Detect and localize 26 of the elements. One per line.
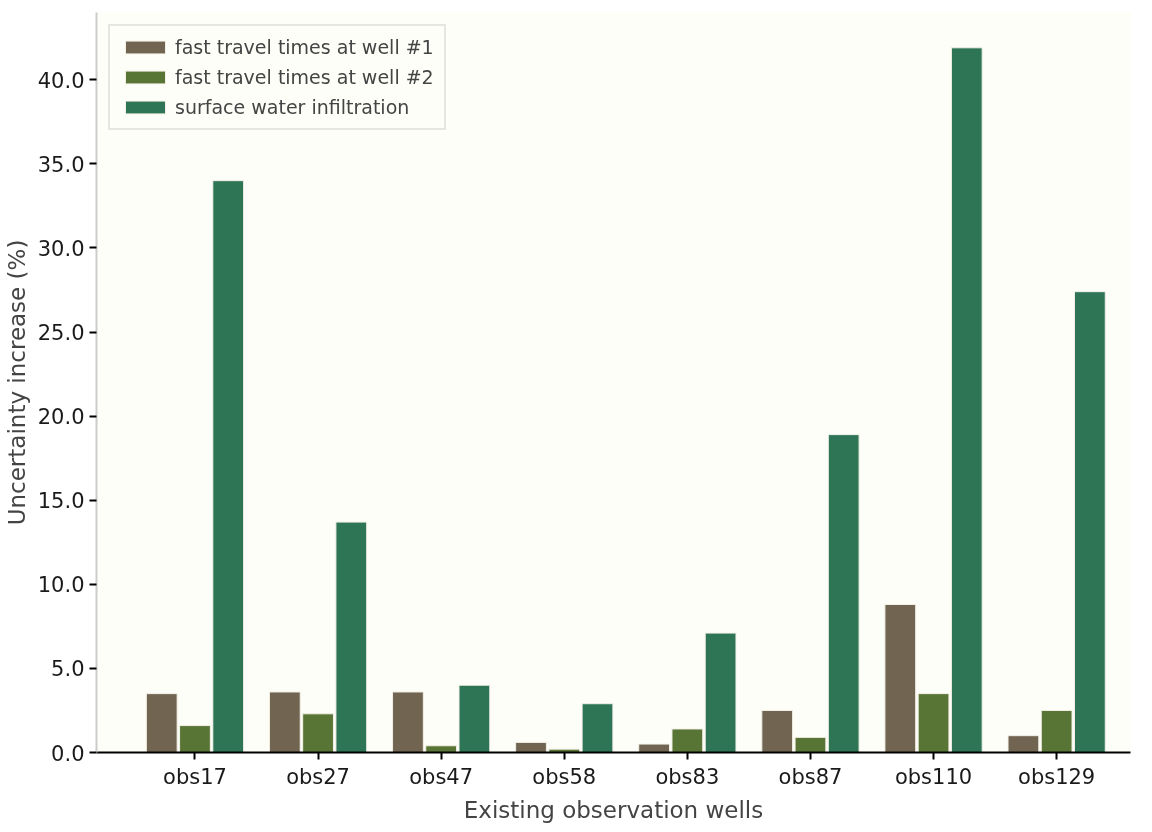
y-axis-title: Uncertainty increase (%) — [3, 239, 30, 526]
y-tick-label: 35.0 — [37, 152, 85, 177]
y-tick-label: 40.0 — [37, 68, 85, 93]
y-tick-label: 25.0 — [37, 321, 85, 346]
bar — [884, 604, 917, 753]
y-tick-label: 10.0 — [37, 573, 85, 598]
x-tick-label: obs47 — [409, 764, 474, 789]
y-tick-label: 5.0 — [51, 657, 85, 682]
y-tick-label: 20.0 — [37, 405, 85, 430]
x-tick-label: obs27 — [286, 764, 350, 789]
x-tick-label: obs58 — [532, 764, 597, 789]
y-tick-label: 0.0 — [51, 741, 85, 766]
legend-label: fast travel times at well #2 — [175, 66, 434, 88]
bar — [704, 632, 737, 753]
x-tick-label: obs83 — [655, 764, 720, 789]
x-tick-label: obs110 — [894, 764, 973, 789]
bar — [1007, 735, 1040, 753]
legend-label: surface water infiltration — [175, 96, 410, 118]
legend-label: fast travel times at well #1 — [175, 36, 434, 58]
bar — [827, 434, 860, 753]
x-tick-label: obs129 — [1018, 764, 1096, 789]
x-tick-label: obs87 — [778, 764, 843, 789]
y-tick-label: 30.0 — [37, 236, 85, 261]
x-tick-label: obs17 — [163, 764, 227, 789]
x-axis-title: Existing observation wells — [463, 796, 764, 823]
y-tick-label: 15.0 — [37, 489, 85, 514]
